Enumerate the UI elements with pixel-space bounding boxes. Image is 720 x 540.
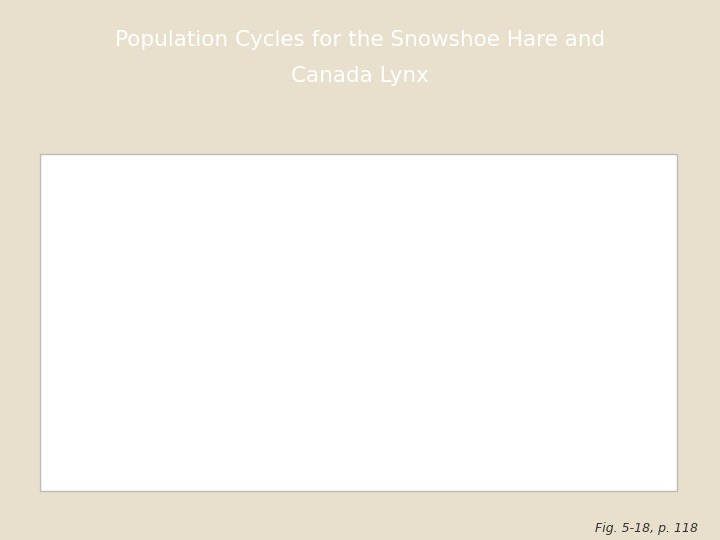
Hare — [104, 403, 112, 410]
Lynx — [345, 303, 354, 310]
Text: Fig. 5-18, p. 118: Fig. 5-18, p. 118 — [595, 522, 698, 535]
Hare — [224, 178, 233, 184]
Y-axis label: Population size (thousands): Population size (thousands) — [55, 214, 68, 399]
Lynx — [230, 367, 239, 373]
Hare — [640, 345, 649, 352]
Line: Lynx: Lynx — [108, 307, 650, 432]
Text: Population Cycles for the Snowshoe Hare and: Population Cycles for the Snowshoe Hare … — [115, 30, 605, 50]
Legend: Hare, Lynx: Hare, Lynx — [249, 185, 333, 231]
Lynx — [243, 367, 251, 373]
Lynx — [640, 367, 649, 373]
Lynx — [170, 373, 179, 380]
Hare — [170, 295, 179, 301]
Lynx — [574, 423, 582, 430]
X-axis label: Year: Year — [369, 469, 402, 484]
Hare — [248, 420, 257, 427]
Lynx — [646, 362, 654, 368]
Hare — [236, 345, 245, 352]
Lynx — [429, 427, 438, 433]
Hare — [423, 420, 432, 427]
Hare — [574, 303, 582, 310]
Hare — [646, 403, 654, 410]
Lynx — [387, 429, 395, 435]
Text: Canada Lynx: Canada Lynx — [291, 66, 429, 86]
Lynx — [104, 377, 112, 383]
Line: Hare: Hare — [108, 181, 650, 434]
Hare — [556, 430, 564, 437]
